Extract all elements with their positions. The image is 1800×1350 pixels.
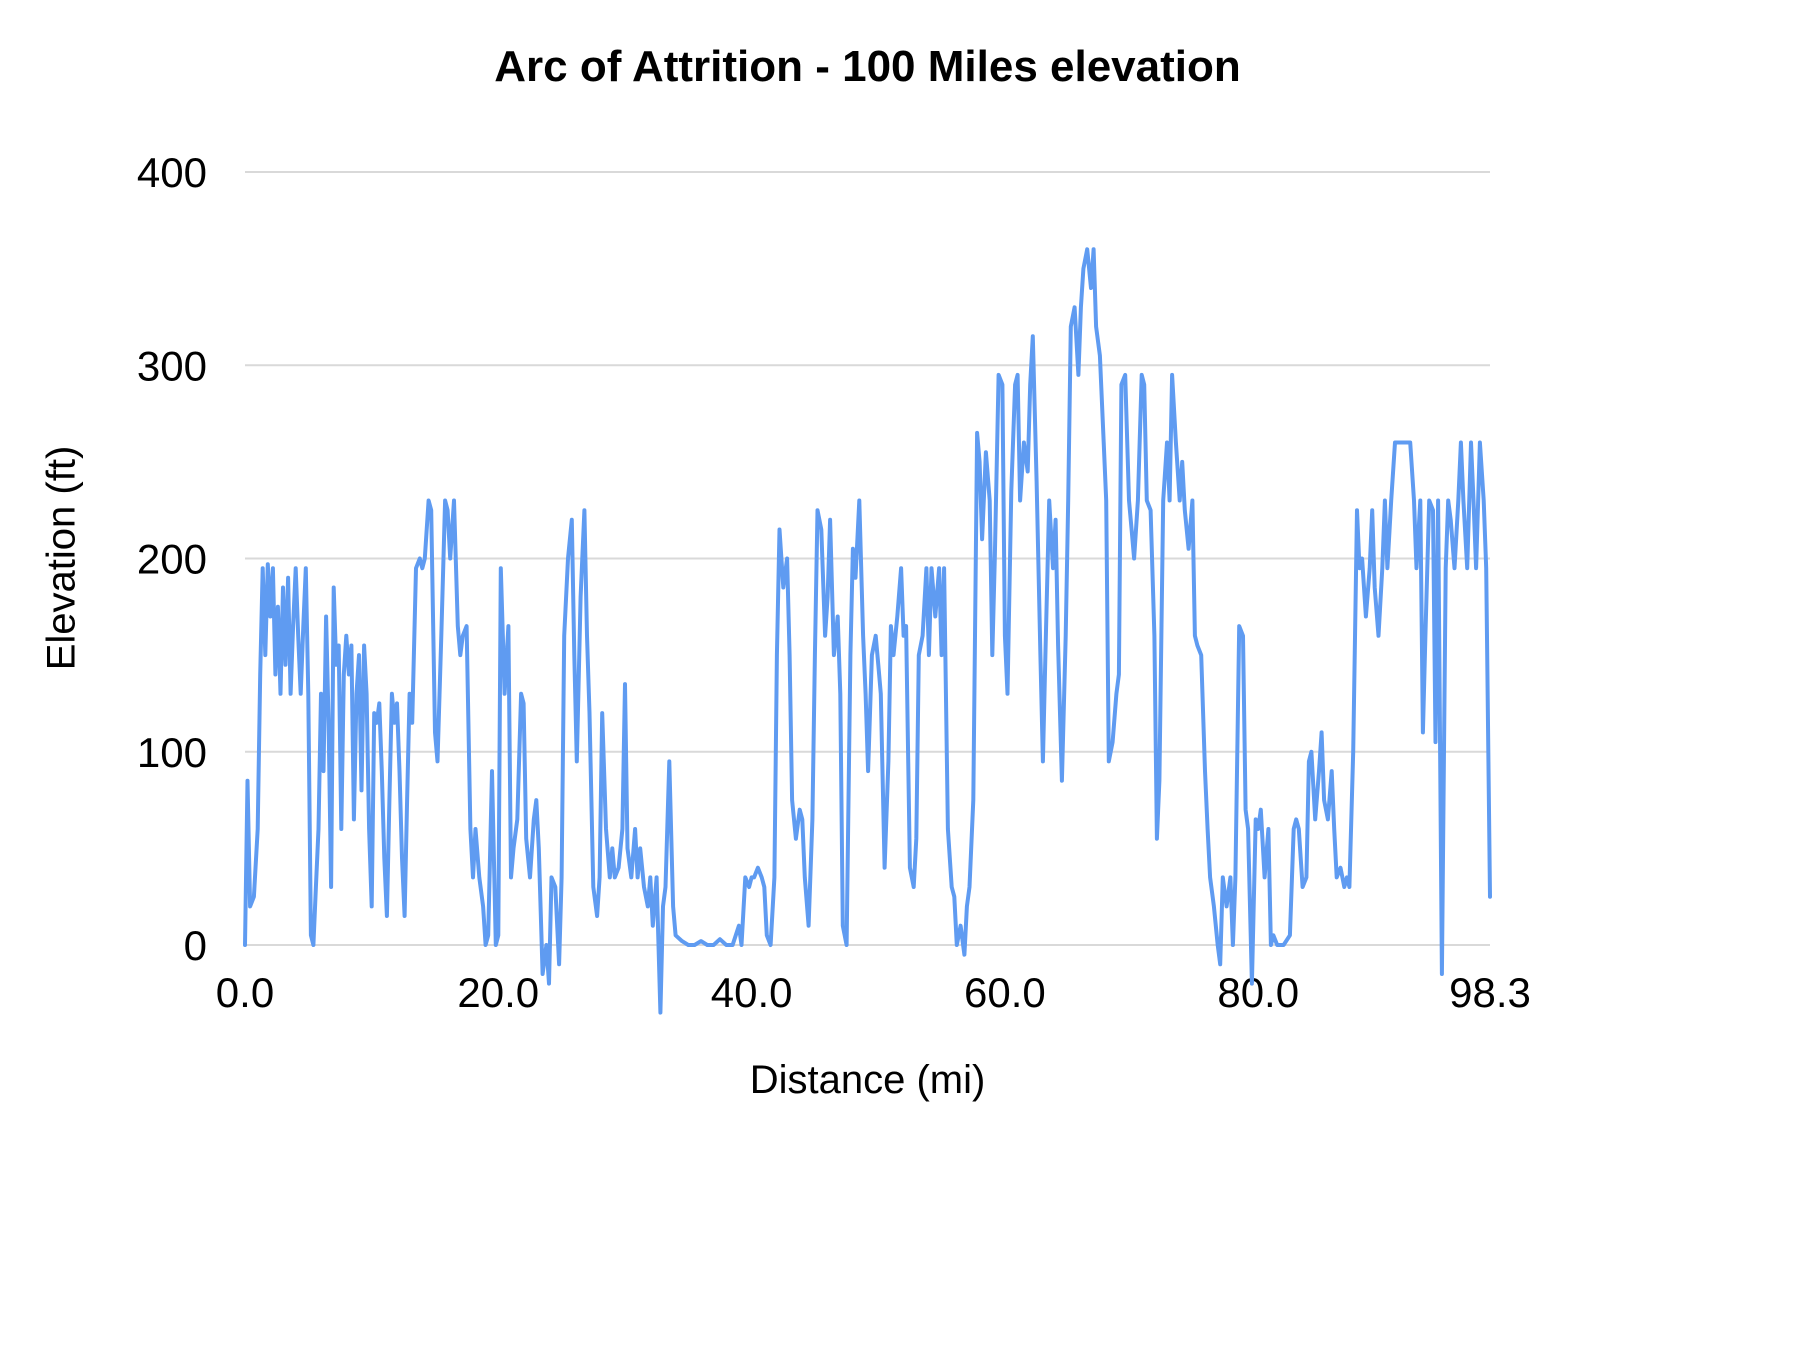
elevation-line-series [243,247,1492,1015]
x-axis-title: Distance (mi) [749,1058,986,1102]
y-tick-label: 0 [184,922,207,969]
y-tick-label: 300 [137,342,207,389]
x-tick-label: 80.0 [1217,969,1299,1016]
x-tick-label: 20.0 [457,969,539,1016]
chart-title: Arc of Attrition - 100 Miles elevation [494,42,1241,91]
x-tick-label: 40.0 [711,969,793,1016]
y-tick-label: 100 [137,729,207,776]
y-tick-label: 400 [137,149,207,196]
y-tick-label: 200 [137,536,207,583]
x-tick-label: 98.3 [1449,969,1531,1016]
x-tick-label: 60.0 [964,969,1046,1016]
x-tick-label: 0.0 [216,969,274,1016]
